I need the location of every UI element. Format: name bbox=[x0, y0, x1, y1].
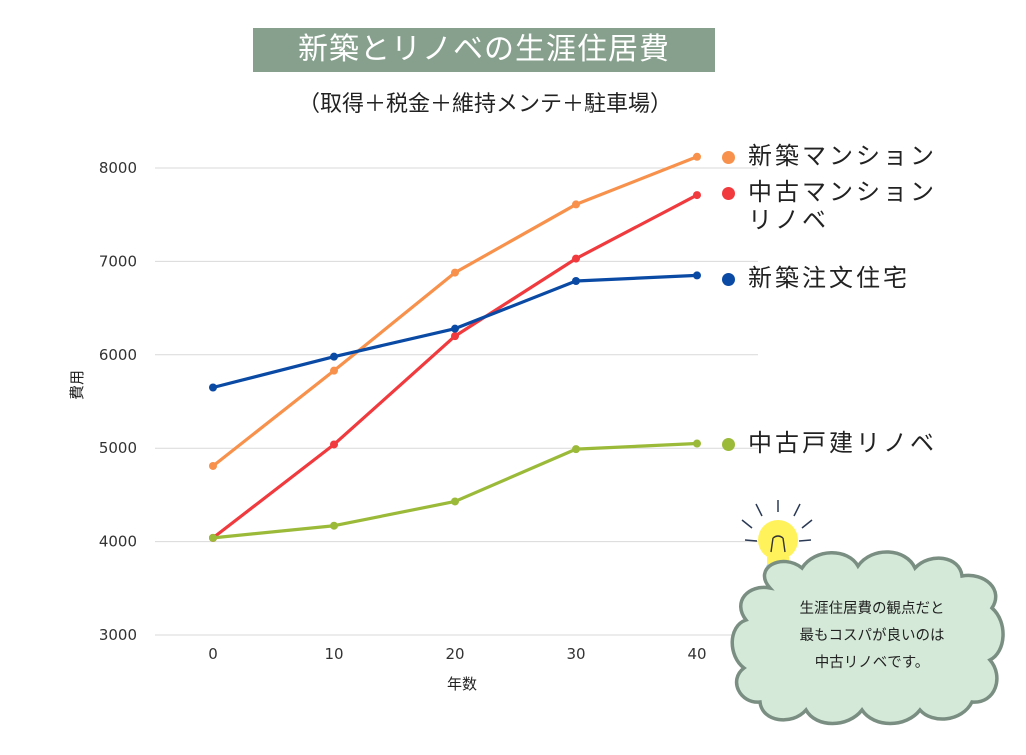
data-point bbox=[330, 521, 338, 530]
data-point bbox=[451, 497, 459, 506]
legend-item-new-condo: 新築マンション bbox=[722, 142, 937, 170]
data-point bbox=[693, 191, 701, 200]
data-point bbox=[572, 445, 580, 454]
legend-dot bbox=[722, 438, 735, 451]
x-tick-label: 10 bbox=[324, 645, 343, 663]
y-tick-label: 6000 bbox=[99, 346, 137, 364]
data-point bbox=[330, 352, 338, 361]
legend-label: 中古戸建リノベ bbox=[748, 429, 937, 457]
data-point bbox=[330, 366, 338, 375]
legend-item-used-condo-renovation: 中古マンション リノベ bbox=[722, 178, 937, 234]
y-axis-label: 費用 bbox=[68, 370, 86, 400]
y-tick-label: 7000 bbox=[99, 252, 137, 270]
data-point bbox=[693, 152, 701, 161]
legend-dot bbox=[722, 187, 735, 200]
data-point bbox=[209, 383, 217, 392]
note-bubble bbox=[730, 550, 1005, 726]
chart-subtitle: （取得＋税金＋維持メンテ＋駐車場） bbox=[297, 92, 672, 117]
legend-label: 新築マンション bbox=[748, 142, 937, 170]
data-point bbox=[451, 332, 459, 341]
series-line bbox=[211, 193, 699, 540]
x-tick-label: 40 bbox=[687, 645, 706, 663]
legend-label: 中古マンション リノベ bbox=[748, 178, 937, 234]
note-text: 生涯住居費の観点だと 最もコスパが良いのは 中古リノベです。 bbox=[799, 601, 945, 671]
data-point bbox=[693, 271, 701, 280]
data-point bbox=[209, 461, 217, 470]
data-point bbox=[451, 268, 459, 277]
legend-dot bbox=[722, 151, 735, 164]
chart-title: 新築とリノベの生涯住居費 bbox=[253, 28, 715, 72]
data-point bbox=[572, 200, 580, 209]
y-tick-label: 4000 bbox=[99, 533, 137, 551]
x-tick-label: 30 bbox=[566, 645, 585, 663]
data-point bbox=[693, 439, 701, 448]
x-tick-label: 0 bbox=[208, 645, 218, 663]
legend-item-new-custom-house: 新築注文住宅 bbox=[722, 264, 910, 292]
legend-dot bbox=[722, 273, 735, 286]
series-line bbox=[211, 441, 699, 540]
y-tick-label: 8000 bbox=[99, 159, 137, 177]
y-tick-label: 3000 bbox=[99, 626, 137, 644]
legend-item-used-house-renovation: 中古戸建リノベ bbox=[722, 429, 937, 457]
legend-label: 新築注文住宅 bbox=[748, 264, 910, 292]
x-tick-label: 20 bbox=[445, 645, 464, 663]
x-axis-label: 年数 bbox=[447, 675, 477, 693]
y-tick-label: 5000 bbox=[99, 439, 137, 457]
data-point bbox=[451, 324, 459, 333]
data-point bbox=[209, 533, 217, 542]
series-line bbox=[211, 155, 699, 468]
data-point bbox=[572, 277, 580, 286]
data-point bbox=[572, 254, 580, 263]
data-point bbox=[330, 440, 338, 449]
